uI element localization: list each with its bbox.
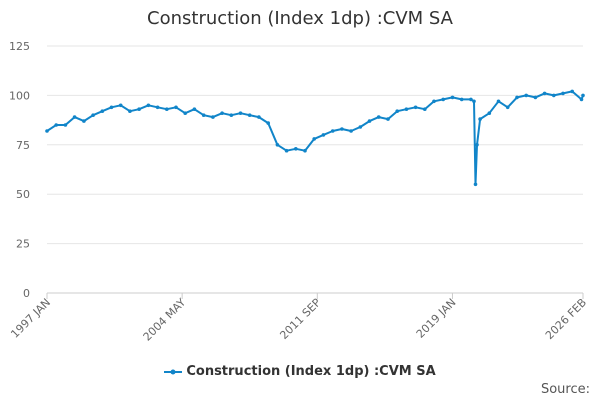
x-tick-label: 1997 JAN (8, 296, 53, 341)
data-point (63, 123, 68, 127)
y-tick-label: 75 (16, 139, 30, 152)
data-point (229, 113, 234, 117)
data-point (561, 91, 565, 96)
data-point (358, 125, 363, 129)
legend-line-marker-icon (164, 369, 183, 374)
data-point (192, 107, 197, 111)
data-point (450, 95, 455, 100)
data-point (266, 121, 271, 125)
x-tick-label: 2011 SEP (277, 296, 323, 342)
data-point (441, 97, 446, 102)
y-tick-label: 100 (9, 89, 30, 102)
data-point (515, 95, 519, 100)
data-point (201, 113, 206, 117)
data-point (118, 103, 123, 108)
data-point (312, 137, 317, 141)
legend-label: Construction (Index 1dp) :CVM SA (186, 364, 436, 379)
y-tick-label: 25 (16, 238, 30, 251)
data-point (505, 105, 510, 110)
data-point (284, 148, 289, 153)
data-point (581, 93, 585, 98)
data-point (478, 117, 482, 121)
data-point (413, 105, 418, 110)
data-point (294, 147, 298, 151)
data-point (340, 127, 344, 131)
x-tick-label: 2026 FEB (543, 296, 589, 342)
data-point (174, 105, 178, 110)
data-point (91, 113, 95, 117)
data-point (395, 109, 400, 113)
axes: 0 25 50 75 100 125 1997 JAN 2004 MAY 2011 SEP 201… (8, 40, 589, 344)
data-point (524, 93, 528, 98)
y-tick-label: 50 (16, 188, 30, 201)
data-point (82, 119, 86, 123)
data-point (487, 111, 492, 115)
data-point (128, 109, 132, 113)
data-point (100, 109, 105, 113)
data-point (579, 97, 584, 102)
data-point (137, 107, 141, 111)
data-point (109, 105, 114, 110)
data-point (496, 99, 501, 104)
data-point (165, 107, 169, 111)
source-label: Source: (540, 382, 590, 397)
data-point (146, 103, 151, 108)
data-point (303, 148, 307, 153)
data-point (72, 115, 77, 119)
data-point (183, 111, 187, 115)
data-point (54, 123, 58, 127)
data-point (432, 99, 436, 104)
x-tick-label: 2019 JAN (414, 296, 459, 341)
data-point (570, 89, 574, 94)
data-point (472, 99, 476, 104)
data-point (367, 119, 372, 123)
data-point (257, 115, 261, 119)
data-point (155, 105, 160, 110)
series-layer (45, 89, 585, 187)
y-tick-label: 125 (9, 40, 30, 53)
data-point (552, 93, 556, 98)
data-point (469, 97, 473, 102)
data-point (386, 117, 390, 121)
data-point (404, 107, 409, 111)
data-point (45, 129, 49, 133)
y-tick-label: 0 (23, 287, 30, 300)
data-point (220, 111, 224, 115)
data-point (376, 115, 381, 119)
data-point (349, 129, 353, 133)
data-point (533, 95, 538, 100)
legend-item[interactable]: Construction (Index 1dp) :CVM SA (164, 364, 436, 379)
data-point (238, 111, 243, 115)
data-point (321, 133, 326, 137)
data-point (247, 113, 252, 117)
data-point (211, 115, 215, 119)
data-point (275, 143, 280, 147)
data-point (542, 91, 547, 96)
x-tick-label: 2004 MAY (141, 296, 189, 344)
data-point (459, 97, 464, 102)
legend[interactable]: Construction (Index 1dp) :CVM SA (0, 364, 600, 382)
data-point (473, 182, 478, 187)
data-point (475, 143, 479, 147)
chart-title: Construction (Index 1dp) :CVM SA (147, 8, 453, 29)
data-point (423, 107, 427, 111)
data-point (330, 129, 335, 133)
gridlines (47, 45, 583, 245)
